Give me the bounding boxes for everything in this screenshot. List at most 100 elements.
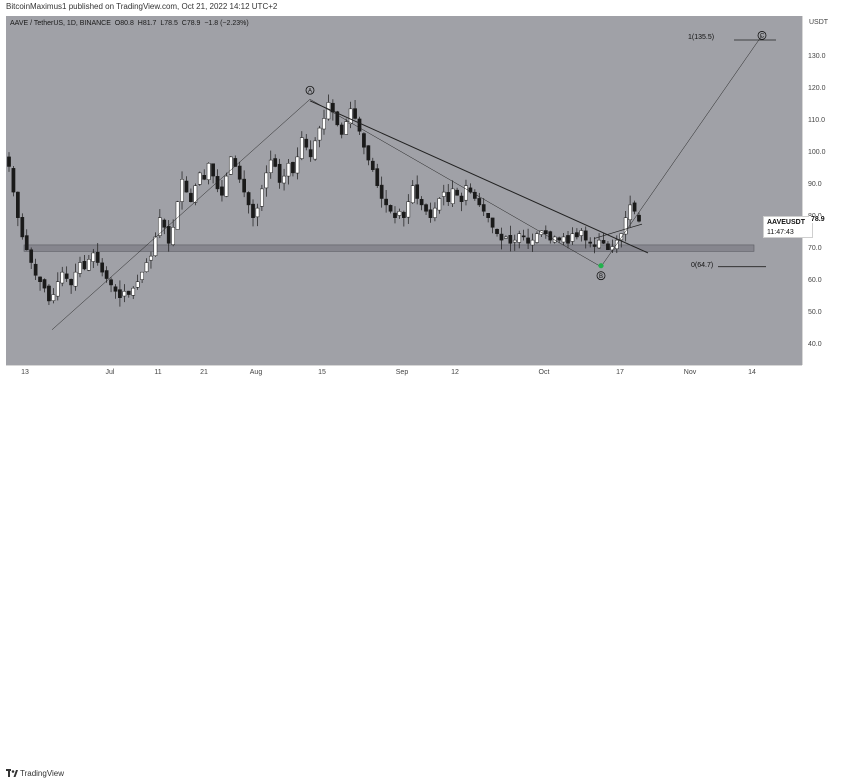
price-label-price: 78.9 <box>809 216 827 223</box>
candle <box>575 228 579 240</box>
wave-line-b-c <box>600 35 763 267</box>
candle <box>548 230 553 244</box>
candle <box>388 204 393 214</box>
candle <box>561 232 566 246</box>
wave-c-marker: C <box>757 31 767 40</box>
legend-symbol: AAVE / TetherUS, 1D, BINANCE <box>10 20 111 27</box>
candle <box>104 266 109 283</box>
candle <box>348 101 353 129</box>
candle <box>504 235 508 239</box>
candle <box>637 212 641 223</box>
candle <box>87 255 91 272</box>
legend-close: 78.9 <box>186 20 201 27</box>
candle <box>459 192 464 212</box>
candle <box>583 226 588 249</box>
candle <box>331 99 335 121</box>
time-tick: 12 <box>451 369 459 376</box>
price-tick: 90.0 <box>808 180 822 188</box>
legend-low-label: L <box>160 20 165 27</box>
time-tick: 21 <box>200 369 208 376</box>
candle <box>171 219 176 247</box>
candle <box>450 180 455 208</box>
candle <box>109 277 113 293</box>
axis-unit: USDT <box>809 19 829 26</box>
candle <box>33 258 38 281</box>
candle <box>95 243 100 266</box>
time-tick: 11 <box>154 369 162 376</box>
candle <box>255 203 260 227</box>
candle <box>322 109 326 135</box>
price-tick: 70.0 <box>808 244 822 252</box>
candle <box>464 179 468 206</box>
time-tick: Nov <box>683 369 697 376</box>
candle <box>228 156 233 175</box>
candle <box>242 170 246 198</box>
candle <box>7 152 11 172</box>
price-axis[interactable] <box>802 16 850 365</box>
candle <box>344 118 349 135</box>
candle <box>64 266 69 282</box>
candle <box>308 140 313 162</box>
candle <box>486 213 491 223</box>
candle <box>481 198 486 217</box>
publisher-header: BitcoinMaximus1 published on TradingView… <box>0 0 850 16</box>
legend-change: −1.8 (−2.23%) <box>204 20 249 27</box>
candle <box>24 229 29 251</box>
wave-b-marker: B <box>596 271 606 281</box>
svg-text:B: B <box>599 274 603 280</box>
price-tick: 60.0 <box>808 276 822 284</box>
candle <box>47 284 51 305</box>
candle <box>521 229 526 241</box>
price-tick: 130.0 <box>808 52 826 60</box>
candle <box>291 161 295 177</box>
wave-line-a-b <box>309 99 602 267</box>
candle <box>366 145 371 166</box>
candle <box>428 202 433 223</box>
candle <box>499 227 504 250</box>
candle <box>149 251 153 269</box>
candle <box>433 202 437 222</box>
price-tick: 100.0 <box>808 148 826 156</box>
candle <box>113 284 118 299</box>
candlestick-chart[interactable]: A B C <box>6 16 802 365</box>
candle <box>543 225 548 239</box>
candle <box>601 233 606 244</box>
footer: TradingView <box>0 381 850 778</box>
candle <box>512 234 517 251</box>
candle <box>260 184 264 212</box>
candle <box>313 137 317 161</box>
candle <box>180 171 184 210</box>
candle <box>570 227 575 245</box>
candle <box>526 228 530 250</box>
candle <box>455 187 459 196</box>
candle <box>410 180 415 205</box>
candle <box>11 165 16 197</box>
candle <box>539 229 544 238</box>
candle <box>472 189 477 201</box>
candle <box>20 213 25 240</box>
candle <box>295 147 300 180</box>
candle <box>317 125 322 148</box>
legend-close-label: C <box>181 20 187 27</box>
candle <box>126 290 131 298</box>
candle <box>264 165 269 197</box>
price-tick: 110.0 <box>808 116 825 124</box>
candle <box>91 248 96 269</box>
candle <box>69 278 73 294</box>
candle <box>175 200 180 230</box>
candle <box>437 197 442 214</box>
candle <box>597 233 601 249</box>
current-price-label: AAVEUSDT 11:47:43 <box>763 216 813 238</box>
candle <box>233 155 238 167</box>
candle <box>122 284 127 303</box>
time-tick: 13 <box>21 369 29 376</box>
candle <box>140 271 144 284</box>
candle <box>299 131 304 161</box>
candle <box>552 235 557 244</box>
legend-high-label: H <box>137 20 143 27</box>
candle <box>220 179 224 202</box>
time-axis[interactable] <box>6 365 802 381</box>
chart-area[interactable]: A B C <box>6 16 802 365</box>
legend-open: 80.8 <box>120 20 134 27</box>
candle <box>424 203 428 216</box>
